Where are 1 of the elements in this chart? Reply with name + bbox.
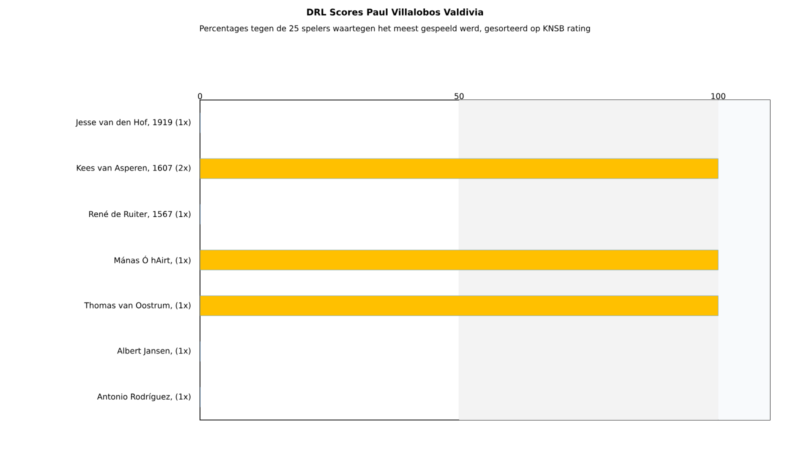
- chart-title: DRL Scores Paul Villalobos Valdivia: [307, 8, 484, 16]
